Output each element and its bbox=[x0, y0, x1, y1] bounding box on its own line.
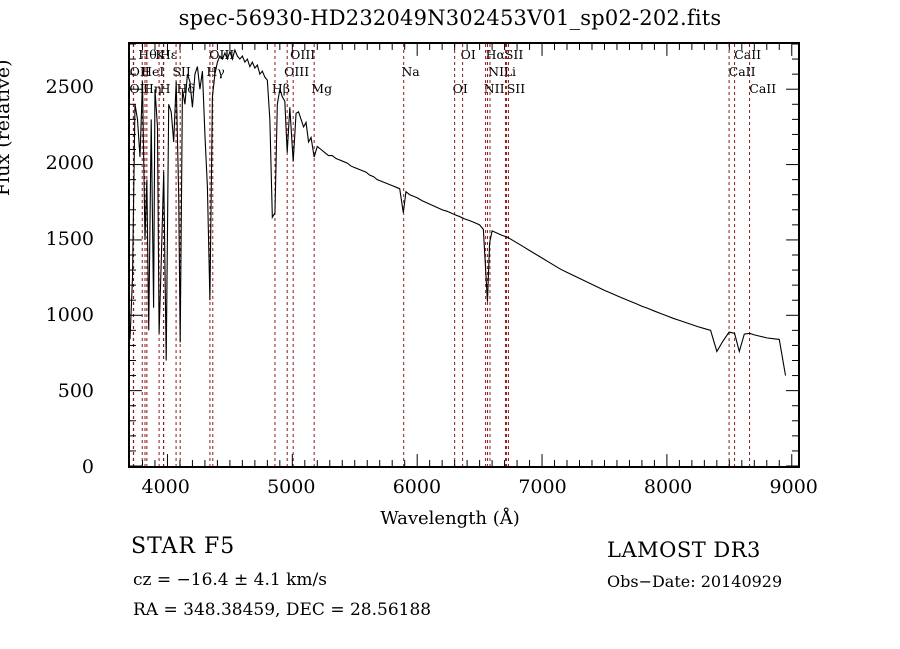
spectral-line-label: SII bbox=[506, 81, 526, 96]
survey-name-text: LAMOST DR3 bbox=[607, 538, 761, 562]
spectral-line-label: CaII bbox=[734, 47, 762, 62]
x-tick-marks bbox=[142, 44, 791, 466]
page-title: spec-56930-HD232049N302453V01_sp02-202.f… bbox=[178, 6, 722, 30]
spectral-line-label: OIII bbox=[290, 47, 316, 62]
spectral-line-label: Mg bbox=[311, 81, 333, 96]
object-class-text: STAR F5 bbox=[131, 534, 236, 559]
spectrum-plot bbox=[128, 42, 800, 468]
spectral-line-label: Hε bbox=[159, 47, 178, 62]
spectrum-trace bbox=[130, 50, 786, 376]
coordinates-text: RA = 348.38459, DEC = 28.56188 bbox=[133, 600, 432, 620]
y-tick-label: 0 bbox=[81, 456, 94, 478]
obs-date-text: Obs−Date: 20140929 bbox=[607, 572, 783, 591]
spectral-line-label: NII bbox=[488, 64, 509, 79]
spectral-line-label: OI bbox=[460, 47, 476, 62]
spectral-line-label: Hβ bbox=[271, 81, 290, 96]
spectral-line-label: OI bbox=[452, 81, 468, 96]
spectral-line-label: K bbox=[155, 47, 165, 62]
x-tick-label: 4000 bbox=[141, 476, 190, 498]
x-tick-label: 5000 bbox=[267, 476, 316, 498]
y-tick-label: 500 bbox=[57, 379, 94, 402]
spectral-line-label: Na bbox=[401, 64, 420, 79]
spectral-line-label: CaII bbox=[728, 64, 756, 79]
y-tick-label: 1000 bbox=[45, 303, 94, 326]
spectral-line-label: H bbox=[159, 81, 171, 96]
line-marker-group bbox=[133, 44, 749, 466]
x-tick-label: 7000 bbox=[518, 476, 567, 498]
y-tick-label: 2000 bbox=[45, 151, 94, 174]
spectrum-canvas bbox=[130, 44, 798, 466]
spectral-line-label: OII bbox=[129, 81, 150, 96]
radial-velocity-text: cz = −16.4 ± 4.1 km/s bbox=[133, 570, 327, 590]
spectral-line-label: Hθ bbox=[138, 47, 157, 62]
spectral-line-label: CaII bbox=[749, 81, 777, 96]
spectral-line-label: OIII bbox=[284, 64, 310, 79]
spectral-line-label: SII bbox=[504, 47, 524, 62]
spectral-line-label: NII bbox=[483, 81, 505, 96]
x-tick-label: 6000 bbox=[392, 476, 442, 498]
y-tick-label: 1500 bbox=[45, 227, 94, 250]
y-tick-marks bbox=[130, 44, 798, 466]
x-tick-label: 9000 bbox=[769, 476, 818, 498]
x-axis-label: Wavelength (Å) bbox=[380, 508, 520, 529]
y-tick-label: 2500 bbox=[45, 75, 94, 98]
spectral-line-label: SII bbox=[172, 64, 191, 79]
x-tick-label: 8000 bbox=[643, 476, 693, 498]
spectral-line-label: Hη bbox=[142, 81, 162, 96]
